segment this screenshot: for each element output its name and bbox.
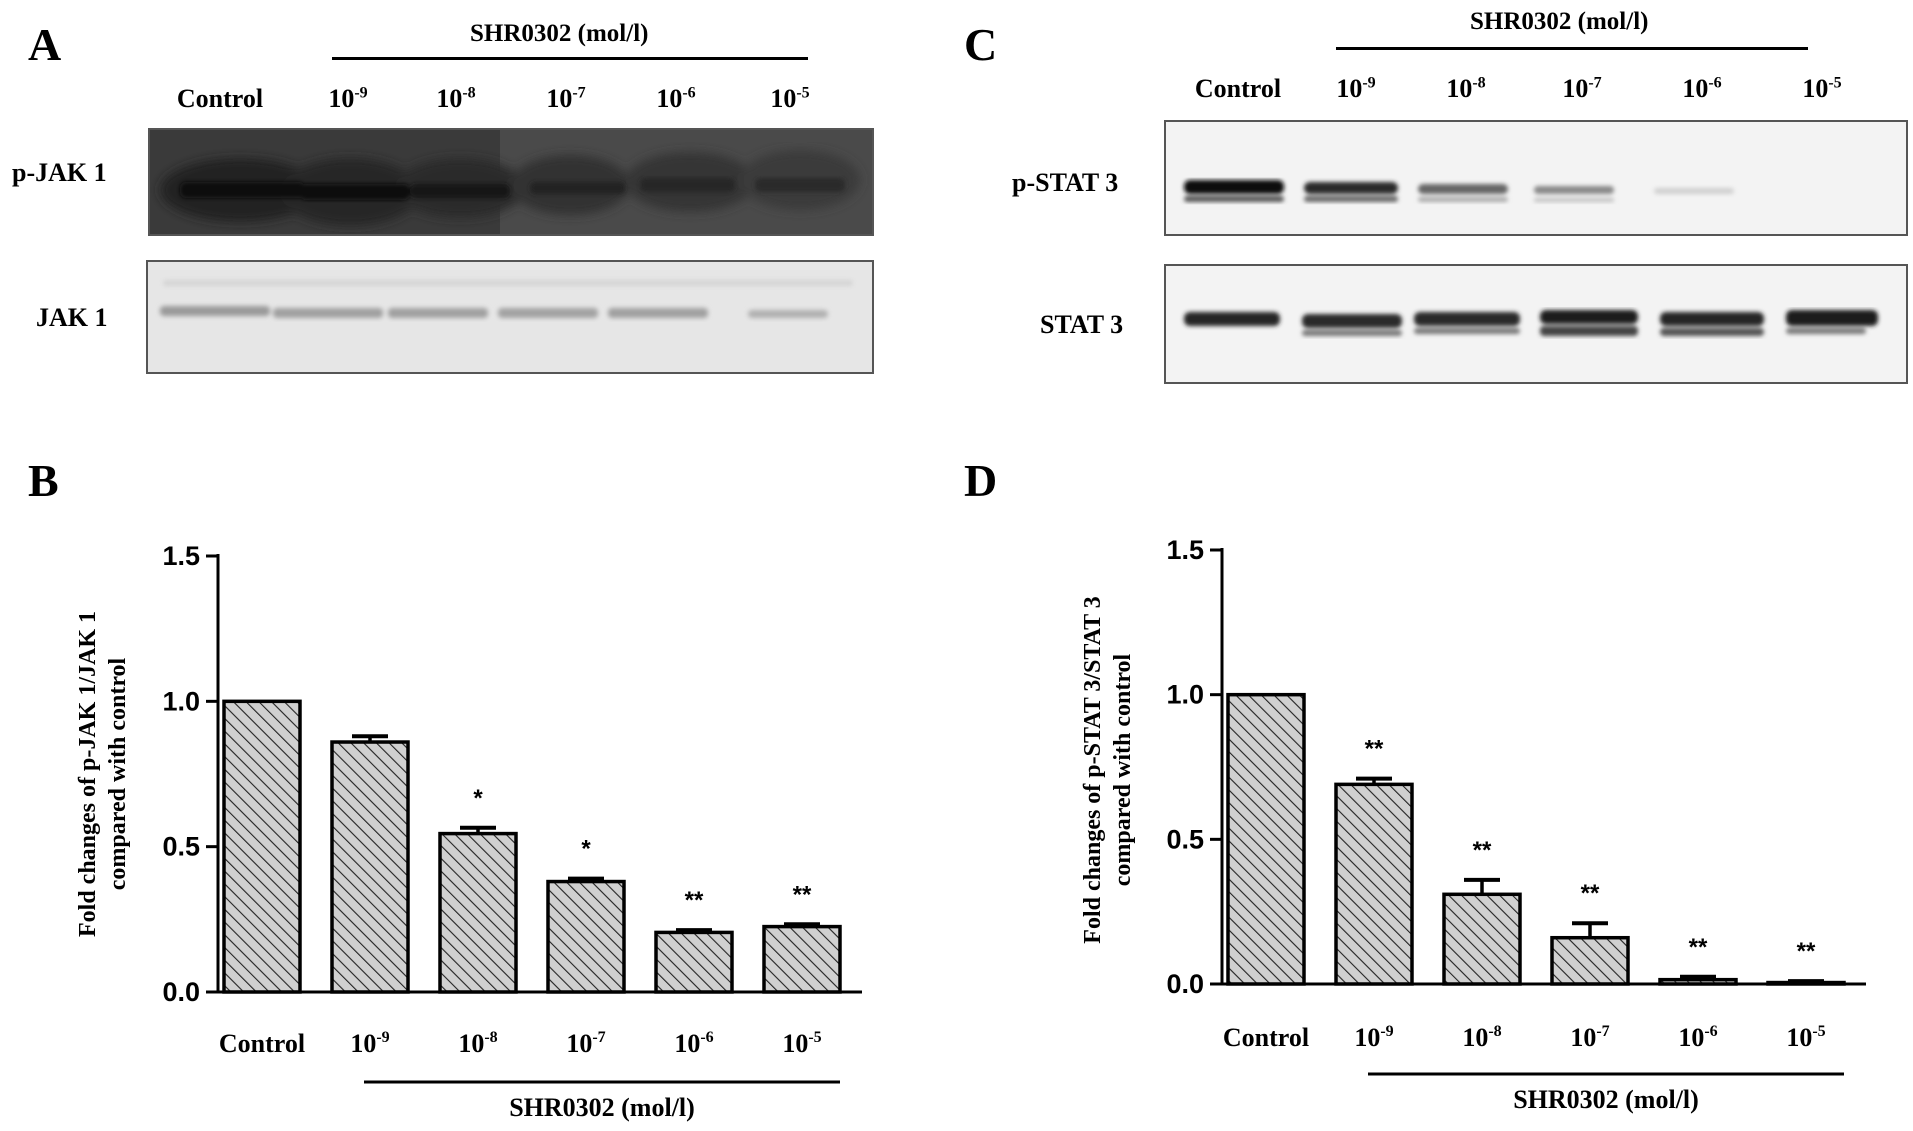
panel-b-significance-5: **	[793, 881, 812, 908]
panel-c-treatment-bracket	[1336, 47, 1808, 50]
panel-b-category-label-2: 10-8	[458, 1029, 497, 1058]
panel-d-bar-1	[1334, 782, 1414, 986]
panel-a-letter: A	[28, 19, 62, 70]
panel-d-y-tick-label-0: 0.0	[1166, 969, 1204, 999]
panel-c-letter: C	[964, 19, 998, 70]
panel-d-category-label-3: 10-7	[1570, 1023, 1609, 1052]
panel-d-significance-4: **	[1689, 934, 1708, 961]
panel-a-lane-label-0: Control	[176, 84, 264, 113]
panel-c-row-label-stat3: STAT 3	[1040, 310, 1124, 339]
panel-a-lane-label-1: 10-9	[328, 84, 368, 113]
panel-d-bar-2	[1442, 892, 1522, 986]
panel-b-category-label-5: 10-5	[782, 1029, 821, 1058]
panel-d-category-label-4: 10-6	[1678, 1023, 1717, 1052]
panel-a-treatment-header: SHR0302 (mol/l)	[470, 20, 649, 47]
panel-d-category-label-2: 10-8	[1462, 1023, 1501, 1052]
panel-d-significance-1: **	[1365, 736, 1384, 763]
panel-a-lane-label-5: 10-5	[770, 84, 810, 113]
panel-b-significance-4: **	[685, 887, 704, 914]
panel-a-lane-label-2: 10-8	[436, 84, 476, 113]
panel-c-lane-label-1: 10-9	[1336, 74, 1376, 103]
panel-a-lane-label-3: 10-7	[546, 84, 586, 113]
panel-b-chart: 0.0 0.5 1.0 1.5 Control 10-9 * 10-8 * 10-7 ** 10-6 *…	[0, 520, 920, 1131]
panel-c-stat3-blot	[1164, 264, 1908, 384]
panel-c-lane-label-5: 10-5	[1802, 74, 1842, 103]
panel-c-pstat3-blot	[1164, 120, 1908, 236]
panel-b-bar-4	[654, 930, 734, 994]
panel-b-category-label-0: Control	[219, 1029, 305, 1058]
panel-d-category-label-1: 10-9	[1354, 1023, 1393, 1052]
panel-c-lane-label-2: 10-8	[1446, 74, 1486, 103]
panel-b-y-tick-label-0: 0.0	[162, 977, 200, 1007]
panel-b-bar-1	[330, 740, 410, 994]
panel-b-category-label-1: 10-9	[350, 1029, 389, 1058]
panel-d-letter: D	[964, 455, 998, 506]
panel-d-significance-2: **	[1473, 837, 1492, 864]
panel-b-category-label-3: 10-7	[566, 1029, 605, 1058]
panel-b-y-axis-title: Fold changes of p-JAK 1/JAK 1 compared wi…	[75, 611, 131, 937]
panel-d-bar-4	[1658, 977, 1738, 986]
panel-b-y-tick-label-2: 1.0	[162, 686, 200, 716]
panel-d-category-label-5: 10-5	[1786, 1023, 1825, 1052]
panel-b-category-label-4: 10-6	[674, 1029, 713, 1058]
panel-b-x-axis-title: SHR0302 (mol/l)	[509, 1093, 695, 1122]
panel-b-bar-3	[546, 879, 626, 994]
panel-c-lane-label-0: Control	[1194, 74, 1282, 103]
panel-d-y-axis-title: Fold changes of p-STAT 3/STAT 3 compared …	[1080, 596, 1136, 943]
panel-b-y-tick-label-1: 0.5	[162, 832, 200, 862]
panel-d-bar-3	[1550, 935, 1630, 986]
panel-a-pjak1-blot	[148, 128, 874, 236]
panel-a-row-label-pjak1: p-JAK 1	[12, 158, 107, 187]
panel-b-bar-5	[762, 924, 842, 994]
panel-a-jak1-blot	[146, 260, 874, 374]
panel-c-row-label-pstat3: p-STAT 3	[1012, 168, 1119, 197]
panel-b-bar-2	[438, 831, 518, 994]
panel-b-y-tick-label-3: 1.5	[162, 541, 200, 571]
panel-d-chart: 0.0 0.5 1.0 1.5 Control ** 10-9 ** 10-8 ** 10-7 ** 1…	[1060, 520, 1913, 1131]
panel-a-treatment-bracket	[332, 57, 808, 60]
panel-a-lane-label-4: 10-6	[656, 84, 696, 113]
panel-c-treatment-header: SHR0302 (mol/l)	[1470, 8, 1649, 35]
panel-a-row-label-jak1: JAK 1	[36, 303, 108, 332]
panel-d-y-tick-label-3: 1.5	[1166, 535, 1204, 565]
panel-b-significance-3: *	[581, 836, 591, 863]
panel-d-bar-0	[1226, 692, 1306, 986]
panel-b-bar-0	[222, 699, 302, 994]
panel-b-letter: B	[28, 455, 59, 506]
panel-d-x-axis-title: SHR0302 (mol/l)	[1513, 1085, 1699, 1114]
panel-d-y-tick-label-1: 0.5	[1166, 824, 1204, 854]
panel-d-category-label-0: Control	[1223, 1023, 1309, 1052]
panel-c-lane-label-4: 10-6	[1682, 74, 1722, 103]
panel-d-significance-5: **	[1797, 938, 1816, 965]
panel-c-lane-label-3: 10-7	[1562, 74, 1602, 103]
panel-d-significance-3: **	[1581, 880, 1600, 907]
panel-d-y-tick-label-2: 1.0	[1166, 680, 1204, 710]
panel-b-significance-2: *	[473, 785, 483, 812]
